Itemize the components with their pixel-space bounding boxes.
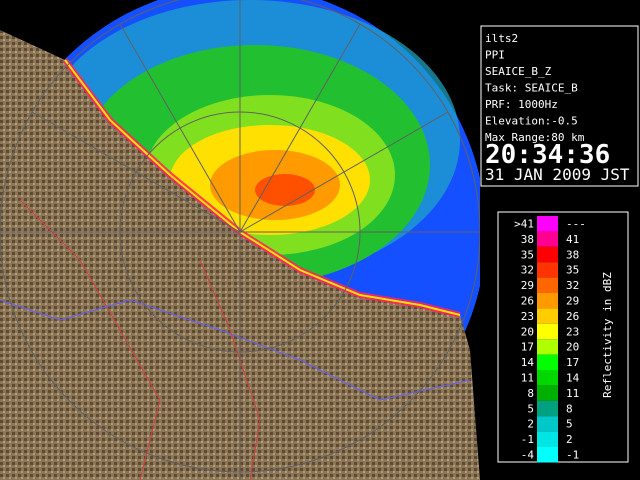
- legend: >41 --- 38 41 35 38 32 35 29 32 26 29 23 26 20 23 17 20 14…: [514, 216, 586, 463]
- legend-high: 35: [566, 264, 579, 277]
- legend-swatch: [537, 339, 558, 355]
- legend-box: [497, 211, 629, 463]
- legend-swatch: [537, 400, 558, 417]
- legend-swatch: [537, 308, 558, 324]
- legend-high: 8: [566, 402, 573, 415]
- legend-high: 20: [566, 341, 579, 354]
- radar-image: [0, 0, 480, 480]
- legend-low: >41: [514, 218, 534, 231]
- river: [19, 199, 161, 480]
- info-panel: [480, 25, 639, 187]
- legend-low: 35: [521, 248, 534, 261]
- legend-high: 23: [566, 325, 579, 338]
- legend-low: -1: [521, 433, 534, 446]
- legend-high: 26: [566, 310, 579, 323]
- info-line: ilts2: [485, 32, 518, 45]
- legend-low: 23: [521, 310, 534, 323]
- legend-swatch: [537, 216, 558, 232]
- legend-high: 29: [566, 295, 579, 308]
- legend-low: 32: [521, 264, 534, 277]
- info-line: SEAICE_B_Z: [485, 65, 552, 78]
- legend-low: 29: [521, 279, 534, 292]
- legend-low: 5: [527, 402, 534, 415]
- info-line: Elevation:-0.5: [485, 115, 578, 128]
- legend-swatch: [537, 231, 558, 247]
- info-line: PRF: 1000Hz: [485, 98, 558, 111]
- legend-high: 14: [566, 372, 580, 385]
- legend-swatch: [537, 447, 558, 463]
- legend-swatch: [537, 293, 558, 309]
- legend-swatch: [537, 262, 558, 278]
- legend-low: 11: [521, 372, 534, 385]
- river: [199, 259, 261, 480]
- azimuth-line: [239, 23, 361, 233]
- coast-clutter-core: [64, 59, 461, 316]
- legend-high: 38: [566, 248, 579, 261]
- info-lines: ilts2 PPI SEAICE_B_Z Task: SEAICE_B PRF: 100…: [485, 32, 585, 144]
- info-line: PPI: [485, 49, 505, 62]
- legend-high: 17: [566, 356, 579, 369]
- legend-title: Reflectivity in dBZ: [601, 272, 614, 398]
- legend-swatch: [537, 246, 558, 263]
- legend-swatch: [537, 277, 558, 293]
- legend-low: 20: [521, 325, 534, 338]
- azimuth-line: [119, 23, 241, 233]
- river: [0, 299, 471, 401]
- legend-swatch: [537, 416, 558, 432]
- legend-high: 11: [566, 387, 579, 400]
- legend-high: 32: [566, 279, 579, 292]
- legend-low: 8: [527, 387, 534, 400]
- legend-low: 26: [521, 295, 534, 308]
- legend-swatch: [537, 370, 558, 386]
- legend-low: -4: [521, 449, 535, 462]
- legend-high: ---: [566, 218, 586, 231]
- legend-swatch: [537, 385, 558, 401]
- legend-low: 17: [521, 341, 534, 354]
- red-echo: [255, 174, 315, 206]
- legend-low: 38: [521, 233, 534, 246]
- legend-high: 41: [566, 233, 579, 246]
- legend-swatch: [537, 431, 558, 447]
- legend-swatch: [537, 323, 558, 340]
- legend-swatch: [537, 354, 558, 370]
- legend-low: 14: [521, 356, 535, 369]
- date: 31 JAN 2009 JST: [485, 165, 630, 184]
- legend-high: 2: [566, 433, 573, 446]
- azimuth-line: [239, 111, 449, 233]
- info-line: Max Range:80 km: [485, 131, 585, 144]
- azimuth-line: [31, 111, 241, 233]
- time: 20:34:36: [485, 140, 610, 170]
- legend-high: -1: [566, 449, 579, 462]
- legend-low: 2: [527, 418, 534, 431]
- legend-high: 5: [566, 418, 573, 431]
- info-line: Task: SEAICE_B: [485, 82, 578, 95]
